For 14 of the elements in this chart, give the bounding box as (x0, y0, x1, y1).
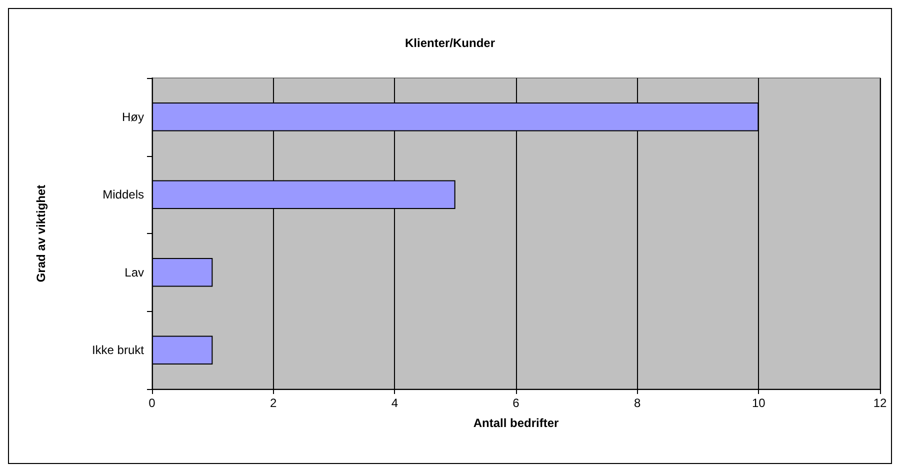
x-tick-label: 2 (270, 396, 277, 410)
y-tick-label: Lav (124, 265, 144, 280)
x-axis-title: Antall bedrifter (473, 416, 559, 430)
y-tick-label: Høy (122, 110, 144, 124)
y-axis-title: Grad av viktighet (34, 184, 48, 282)
chart-title: Klienter/Kunder (404, 36, 496, 50)
x-tick-label: 10 (752, 396, 766, 410)
x-tick-label: 4 (391, 396, 398, 410)
x-tick-label: 12 (873, 396, 887, 410)
x-tick-label: 6 (512, 396, 520, 410)
x-tick-label: 8 (634, 396, 641, 410)
y-tick-label: Middels (102, 188, 144, 202)
x-tick-label: 0 (148, 396, 156, 410)
y-tick-label: Ikke brukt (92, 343, 145, 358)
